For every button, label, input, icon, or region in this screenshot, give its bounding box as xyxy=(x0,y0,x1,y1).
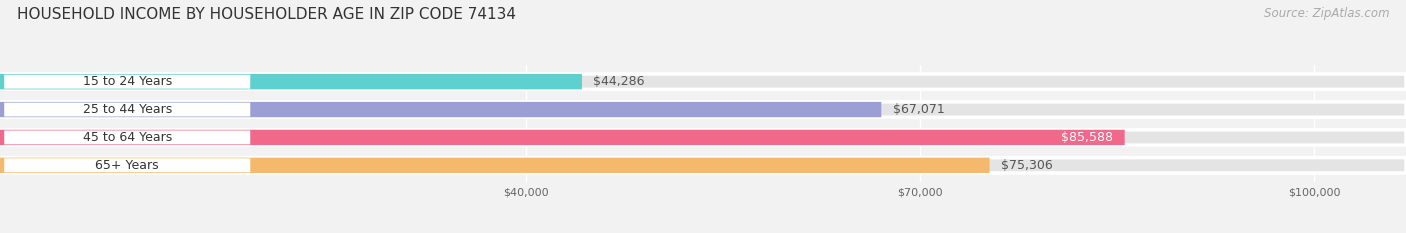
FancyBboxPatch shape xyxy=(0,130,1125,145)
Text: 15 to 24 Years: 15 to 24 Years xyxy=(83,75,172,88)
FancyBboxPatch shape xyxy=(0,130,1406,145)
FancyBboxPatch shape xyxy=(4,103,250,116)
Text: Source: ZipAtlas.com: Source: ZipAtlas.com xyxy=(1264,7,1389,20)
FancyBboxPatch shape xyxy=(4,158,250,172)
FancyBboxPatch shape xyxy=(0,158,1406,173)
Text: 45 to 64 Years: 45 to 64 Years xyxy=(83,131,172,144)
Text: HOUSEHOLD INCOME BY HOUSEHOLDER AGE IN ZIP CODE 74134: HOUSEHOLD INCOME BY HOUSEHOLDER AGE IN Z… xyxy=(17,7,516,22)
Text: 25 to 44 Years: 25 to 44 Years xyxy=(83,103,172,116)
FancyBboxPatch shape xyxy=(0,158,990,173)
Text: $75,306: $75,306 xyxy=(1001,159,1053,172)
Text: $85,588: $85,588 xyxy=(1062,131,1114,144)
FancyBboxPatch shape xyxy=(0,102,882,117)
Text: $44,286: $44,286 xyxy=(593,75,645,88)
FancyBboxPatch shape xyxy=(4,75,250,89)
FancyBboxPatch shape xyxy=(0,74,582,89)
FancyBboxPatch shape xyxy=(0,102,1406,117)
FancyBboxPatch shape xyxy=(0,74,1406,89)
FancyBboxPatch shape xyxy=(4,130,250,144)
Text: 65+ Years: 65+ Years xyxy=(96,159,159,172)
Text: $67,071: $67,071 xyxy=(893,103,945,116)
